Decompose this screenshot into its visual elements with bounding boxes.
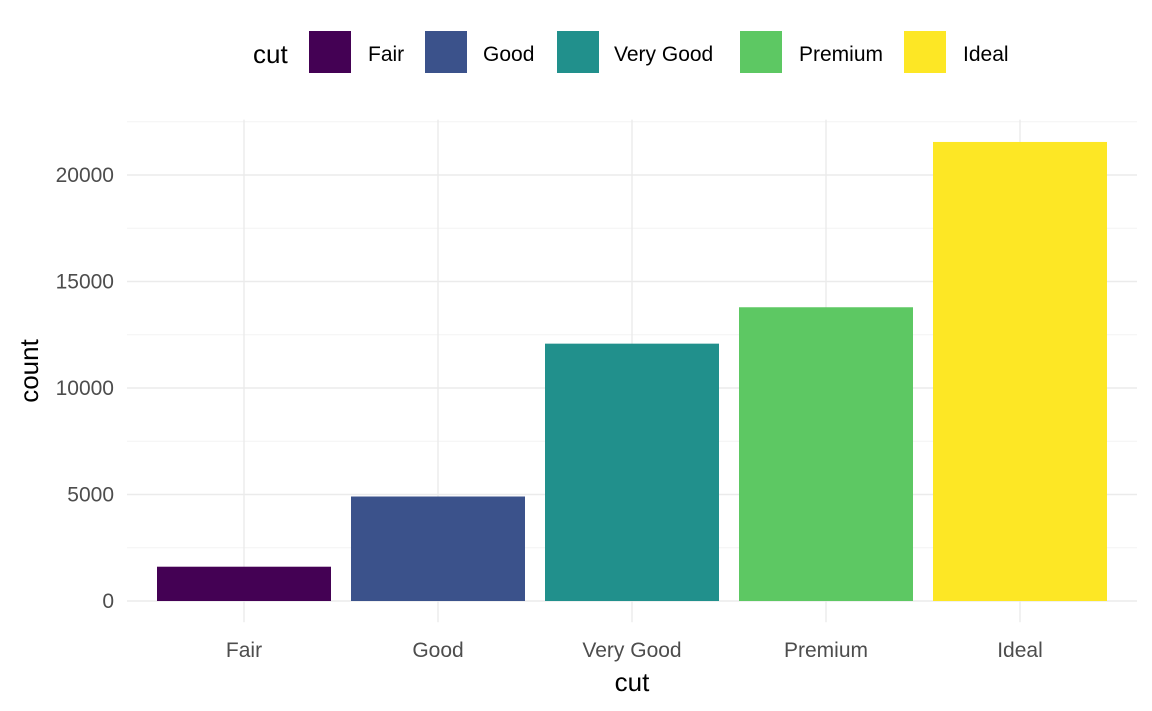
bar-good xyxy=(351,496,525,601)
legend-key-swatch xyxy=(740,31,782,73)
legend-key-label: Very Good xyxy=(614,43,713,66)
x-tick-label: Fair xyxy=(226,639,262,662)
x-tick-label: Very Good xyxy=(582,639,681,662)
x-tick-labels: Fair Good Very Good Premium Ideal xyxy=(226,639,1043,662)
legend-key-label: Premium xyxy=(799,43,883,66)
bar-premium xyxy=(739,307,913,601)
y-tick-labels: 0 5000 10000 15000 20000 xyxy=(56,164,114,613)
legend-key-label: Ideal xyxy=(963,43,1009,66)
legend-key-label: Fair xyxy=(368,43,404,66)
x-tick-label: Good xyxy=(412,639,463,662)
legend-key-label: Good xyxy=(483,43,534,66)
bar-very-good xyxy=(545,343,719,601)
legend-key-swatch xyxy=(904,31,946,73)
y-axis-title: count xyxy=(14,338,44,402)
legend-key-swatch xyxy=(557,31,599,73)
legend-key-swatch xyxy=(309,31,351,73)
y-tick-label: 20000 xyxy=(56,164,114,187)
legend: cut Fair Good Very Good Premium Ideal xyxy=(253,31,1009,73)
x-tick-label: Ideal xyxy=(997,639,1043,662)
legend-title: cut xyxy=(253,39,288,69)
bars xyxy=(157,141,1107,602)
y-tick-label: 0 xyxy=(102,590,114,613)
bar-ideal xyxy=(933,141,1107,602)
x-tick-label: Premium xyxy=(784,639,868,662)
bar-fair xyxy=(157,566,331,601)
x-axis-title: cut xyxy=(615,667,650,697)
y-tick-label: 10000 xyxy=(56,377,114,400)
y-tick-label: 5000 xyxy=(67,484,114,507)
legend-key-swatch xyxy=(425,31,467,73)
y-tick-label: 15000 xyxy=(56,271,114,294)
